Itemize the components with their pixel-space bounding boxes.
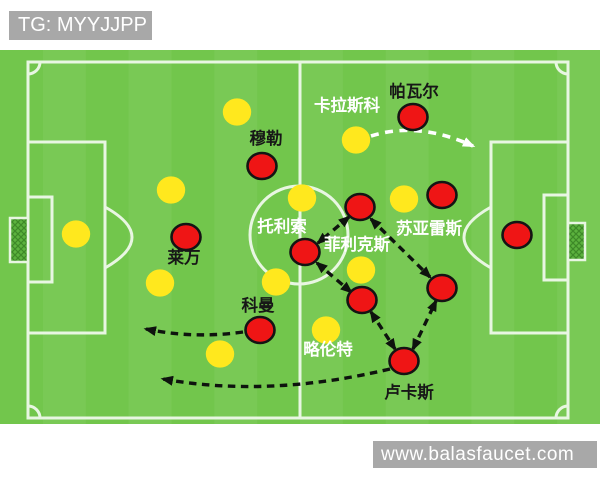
movement-arrows xyxy=(143,128,476,389)
player-yellow-marker xyxy=(341,126,371,154)
mow-stripe xyxy=(128,50,172,424)
player-red-marker xyxy=(388,346,420,376)
movement-arrow xyxy=(369,217,432,279)
player-label: 托利索 xyxy=(257,216,307,236)
player-red-marker xyxy=(346,285,378,315)
player-label: 科曼 xyxy=(242,295,276,315)
player-red-marker xyxy=(426,273,458,303)
player-yellow-marker xyxy=(222,98,252,126)
goals xyxy=(8,216,587,264)
player-yellow-marker xyxy=(145,269,175,297)
player-red-marker xyxy=(170,222,202,252)
player-yellow-marker xyxy=(61,220,91,248)
player-red-marker xyxy=(397,102,429,132)
player-label: 苏亚雷斯 xyxy=(396,218,463,238)
player-red-marker xyxy=(289,237,321,267)
corner-arc-top-left xyxy=(27,61,42,76)
movement-arrow xyxy=(369,309,397,352)
player-red-marker xyxy=(426,180,458,210)
movement-arrow xyxy=(411,298,438,352)
player-yellow-marker xyxy=(287,184,317,212)
movement-arrow xyxy=(316,215,351,245)
player-yellow-marker xyxy=(156,176,186,204)
corner-arc-top-right xyxy=(554,61,569,76)
corner-arc-bottom-right xyxy=(554,404,569,419)
player-red-marker xyxy=(501,220,533,250)
right-penalty-arc xyxy=(462,205,492,270)
player-red-marker xyxy=(246,151,278,181)
player-yellow-marker xyxy=(261,268,291,296)
left-penalty-arc xyxy=(104,205,134,270)
corner-arc-bottom-left xyxy=(27,404,42,419)
right-goal xyxy=(566,221,587,262)
player-yellow-marker xyxy=(346,256,376,284)
watermark-telegram: TG: MYYJJPP xyxy=(9,11,152,40)
player-label: 略伦特 xyxy=(303,339,353,359)
player-label: 帕瓦尔 xyxy=(389,81,439,101)
player-yellow-marker xyxy=(311,316,341,344)
player-label: 卢卡斯 xyxy=(384,382,434,402)
player-label: 穆勒 xyxy=(250,128,283,148)
player-yellow-marker xyxy=(389,185,419,213)
watermark-website: www.balasfaucet.com xyxy=(373,441,597,468)
player-red-marker xyxy=(344,192,376,222)
player-red-marker xyxy=(244,315,276,345)
player-markers xyxy=(61,98,533,376)
movement-arrow xyxy=(160,367,391,389)
player-label: 菲利克斯 xyxy=(324,234,391,254)
player-yellow-marker xyxy=(205,340,235,368)
player-label: 卡拉斯科 xyxy=(314,95,381,115)
left-goal xyxy=(8,216,30,264)
player-label: 莱万 xyxy=(168,248,201,267)
movement-arrow xyxy=(370,128,476,148)
movement-arrow xyxy=(315,261,353,294)
